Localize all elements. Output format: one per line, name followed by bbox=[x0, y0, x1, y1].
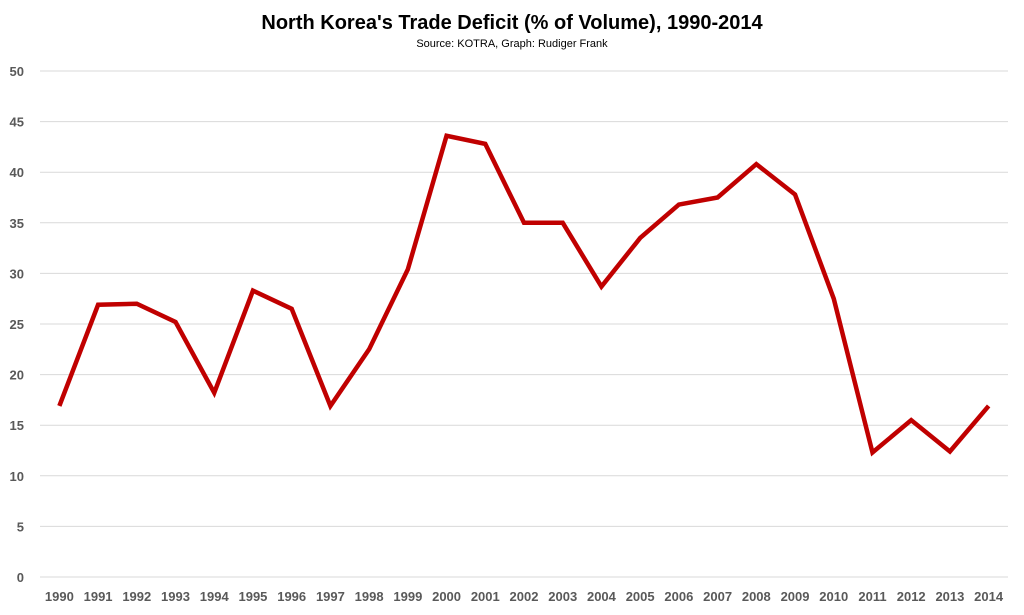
x-tick-label: 2001 bbox=[471, 589, 500, 604]
x-tick-label: 1998 bbox=[355, 589, 384, 604]
series-line bbox=[57, 133, 991, 457]
chart-subtitle: Source: KOTRA, Graph: Rudiger Frank bbox=[416, 38, 608, 50]
y-tick-label: 15 bbox=[10, 418, 24, 433]
x-tick-label: 2012 bbox=[897, 589, 926, 604]
x-tick-label: 2007 bbox=[703, 589, 732, 604]
x-tick-label: 1999 bbox=[393, 589, 422, 604]
y-tick-label: 25 bbox=[10, 317, 24, 332]
x-tick-label: 1991 bbox=[84, 589, 113, 604]
x-tick-label: 1992 bbox=[122, 589, 151, 604]
x-tick-label: 2002 bbox=[510, 589, 539, 604]
y-tick-label: 50 bbox=[10, 64, 24, 79]
x-tick-label: 1990 bbox=[45, 589, 74, 604]
x-tick-label: 2014 bbox=[974, 589, 1004, 604]
y-tick-label: 0 bbox=[17, 570, 24, 585]
y-tick-label: 10 bbox=[10, 469, 24, 484]
y-tick-label: 20 bbox=[10, 368, 24, 383]
x-tick-label: 2006 bbox=[664, 589, 693, 604]
x-tick-label: 1997 bbox=[316, 589, 345, 604]
x-tick-label: 2005 bbox=[626, 589, 655, 604]
x-tick-label: 2013 bbox=[935, 589, 964, 604]
x-tick-label: 1993 bbox=[161, 589, 190, 604]
y-tick-label: 5 bbox=[17, 519, 24, 534]
x-tick-label: 2011 bbox=[858, 589, 886, 604]
x-tick-label: 2000 bbox=[432, 589, 461, 604]
y-tick-label: 45 bbox=[10, 115, 24, 130]
y-tick-label: 35 bbox=[10, 216, 24, 231]
chart-title: North Korea's Trade Deficit (% of Volume… bbox=[261, 12, 763, 34]
x-tick-label: 2010 bbox=[819, 589, 848, 604]
y-tick-label: 30 bbox=[10, 266, 24, 281]
x-tick-label: 1994 bbox=[200, 589, 230, 604]
x-tick-label: 2009 bbox=[781, 589, 810, 604]
x-tick-label: 1995 bbox=[238, 589, 267, 604]
x-tick-label: 2003 bbox=[548, 589, 577, 604]
x-tick-label: 2004 bbox=[587, 589, 617, 604]
y-tick-label: 40 bbox=[10, 165, 24, 180]
x-tick-label: 1996 bbox=[277, 589, 306, 604]
x-tick-label: 2008 bbox=[742, 589, 771, 604]
